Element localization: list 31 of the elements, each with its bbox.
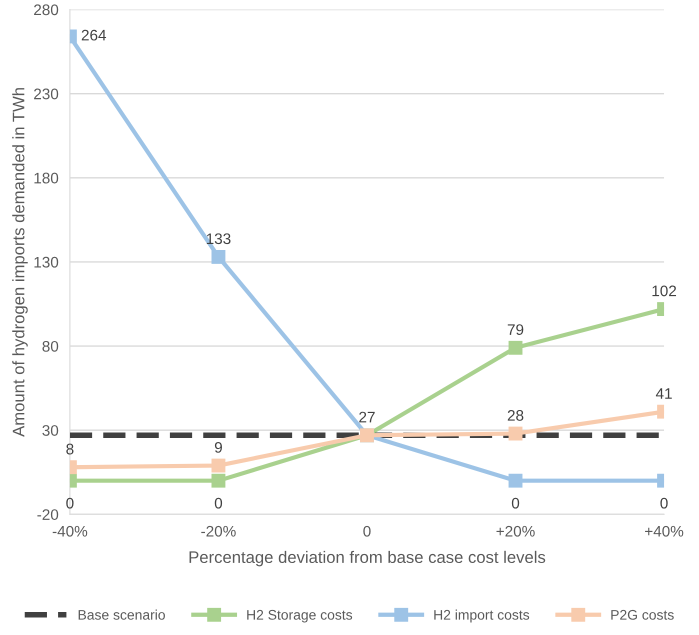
y-axis-title: Amount of hydrogen imports demanded in TWh — [12, 88, 28, 437]
data-label: 9 — [214, 442, 222, 453]
y-tick-label: 30 — [42, 425, 58, 436]
x-tick-label: 0 — [363, 526, 371, 537]
data-label: 0 — [214, 498, 222, 509]
y-tick-label: 230 — [34, 88, 58, 100]
data-label: 8 — [66, 444, 74, 454]
data-label: 0 — [66, 498, 74, 509]
data-label: 133 — [206, 233, 231, 244]
data-label: 79 — [508, 324, 524, 336]
y-tick-label: 280 — [34, 4, 58, 16]
data-label: 0 — [660, 498, 668, 509]
y-tick-label: 180 — [34, 172, 58, 184]
data-label: 41 — [656, 388, 672, 399]
y-tick-label: 80 — [42, 340, 58, 352]
y-tick-label: 130 — [34, 256, 58, 268]
legend-label: H2 Storage costs — [247, 610, 352, 622]
x-tick-label: -40% — [52, 526, 88, 537]
x-tick-label: +20% — [496, 526, 535, 537]
data-label: 27 — [359, 412, 375, 422]
x-tick-label: -20% — [201, 526, 236, 537]
y-tick-label: -20 — [37, 509, 58, 520]
legend-label: P2G costs — [611, 610, 674, 620]
x-tick-label: +40% — [645, 526, 684, 537]
data-label: 28 — [508, 410, 524, 421]
x-axis-title: Percentage deviation from base case cost levels — [190, 550, 546, 566]
legend-label: H2 import costs — [434, 610, 530, 622]
data-label: 264 — [82, 30, 106, 41]
data-label: 102 — [652, 285, 676, 296]
legend-label: Base scenario — [78, 610, 165, 620]
data-label: 0 — [512, 498, 520, 509]
